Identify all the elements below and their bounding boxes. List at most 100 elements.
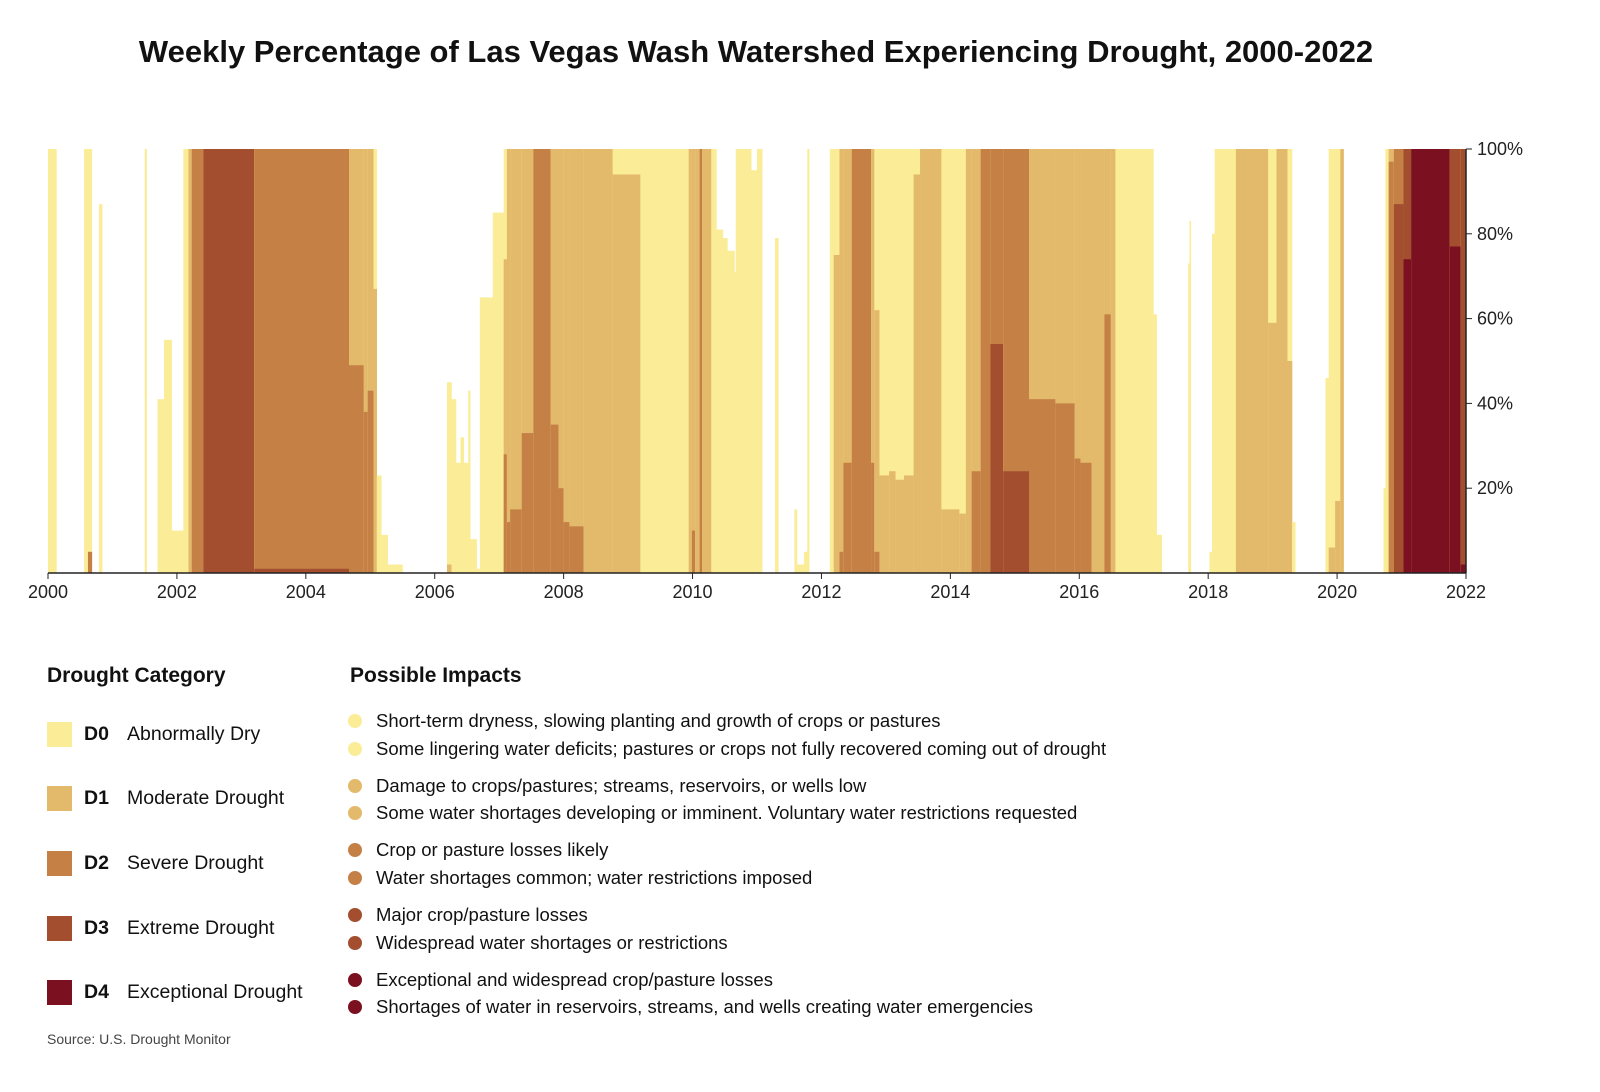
impact-item: Water shortages common; water restrictio… [348, 866, 812, 890]
x-tick-label: 2020 [1317, 582, 1357, 602]
bar-d0 [775, 238, 779, 574]
bar-d0 [1212, 233, 1215, 574]
bar-d2 [871, 462, 875, 573]
bar-d2 [843, 462, 853, 573]
bar-d3 [990, 344, 1004, 573]
bar-d0 [735, 149, 752, 573]
bar-d1 [688, 149, 693, 573]
bar-d0 [470, 539, 477, 573]
bar-d0 [1335, 149, 1341, 573]
impact-item: Short-term dryness, slowing planting and… [348, 709, 941, 733]
bullet-dot-icon [348, 714, 362, 728]
bar-d2 [558, 488, 564, 573]
bar-d0 [794, 509, 798, 573]
bar-d1 [1268, 322, 1277, 573]
bar-d2 [971, 471, 981, 573]
bar-d1 [558, 149, 564, 573]
bar-d1 [583, 149, 613, 573]
bar-d2 [550, 424, 559, 573]
bar-d1 [550, 149, 559, 573]
bar-d1 [1340, 149, 1344, 573]
bar-d0 [1383, 488, 1386, 573]
impact-text: Some water shortages developing or immin… [376, 802, 1078, 824]
bar-d2 [506, 522, 511, 573]
y-tick-label: 80% [1477, 224, 1513, 244]
bar-d2 [503, 454, 508, 573]
bar-d0 [171, 530, 184, 573]
bar-d3 [1003, 471, 1030, 573]
bar-d1 [913, 174, 921, 573]
legend-code: D4 [84, 981, 109, 1004]
bar-d2 [533, 149, 552, 573]
bullet-dot-icon [348, 908, 362, 923]
bar-d0 [84, 149, 89, 573]
legend-swatch [47, 786, 72, 812]
bar-d2 [874, 551, 880, 573]
bar-d2 [563, 522, 570, 573]
legend-item-d2: D2 Severe Drought [47, 850, 264, 876]
bar-d2 [521, 433, 534, 573]
legend-label: Abnormally Dry [127, 722, 261, 745]
x-tick-label: 2002 [157, 582, 197, 602]
bar-d1 [691, 149, 696, 573]
bar-d1 [874, 310, 880, 573]
bar-d2 [349, 365, 365, 573]
chart-title: Weekly Percentage of Las Vegas Wash Wate… [138, 34, 1374, 69]
drought-bars [48, 149, 1467, 574]
bar-d2 [699, 149, 703, 573]
bar-d1 [367, 149, 374, 573]
bar-d0 [829, 149, 835, 573]
bar-d1 [695, 149, 700, 573]
bar-d0 [757, 149, 763, 573]
impact-text: Shortages of water in reservoirs, stream… [376, 996, 1034, 1018]
impact-item: Exceptional and widespread crop/pasture … [348, 968, 773, 992]
bullet-dot-icon [348, 972, 362, 987]
bar-d2 [363, 411, 368, 573]
bar-d0 [959, 149, 967, 573]
bar-d0 [751, 170, 758, 573]
axes: 2000 2002 2004 2006 2008 2010 2012 2014 2016 2018… [28, 139, 1523, 602]
bar-d1 [563, 149, 570, 573]
bar-d0 [1153, 314, 1157, 573]
bar-d1 [702, 149, 712, 573]
bullet-dot-icon [348, 741, 362, 756]
y-tick-label: 100% [1477, 139, 1523, 159]
bar-d2 [839, 551, 844, 573]
bar-d1 [871, 149, 875, 573]
drought-category-heading: Drought Category [47, 664, 226, 687]
bar-d2 [367, 390, 374, 573]
bar-d1 [965, 149, 972, 573]
bar-d1 [1080, 149, 1092, 573]
bar-d1 [506, 149, 511, 573]
bar-d0 [451, 399, 457, 573]
bar-d0 [895, 149, 905, 573]
bullet-dot-icon [348, 806, 362, 821]
bar-d0 [1156, 534, 1163, 573]
bar-d0 [804, 551, 808, 573]
bar-d0 [889, 149, 896, 573]
bar-d0 [479, 297, 494, 573]
impact-text: Short-term dryness, slowing planting and… [376, 710, 941, 731]
bar-d0 [1325, 377, 1330, 573]
bar-d0 [734, 271, 737, 573]
bar-d1 [612, 174, 641, 573]
bar-d0 [807, 149, 810, 573]
bar-d1 [833, 255, 840, 573]
bullet-dot-icon [348, 843, 362, 858]
impact-item: Shortages of water in reservoirs, stream… [348, 995, 1033, 1019]
bar-d3 [1393, 204, 1404, 573]
legend-item-d3: D3 Extreme Drought [47, 915, 274, 941]
bar-d0 [727, 250, 735, 573]
x-tick-label: 2022 [1446, 582, 1486, 602]
bar-d2 [1055, 403, 1076, 573]
bar-d0 [716, 229, 724, 573]
bar-d2 [980, 149, 991, 573]
legend-label: Extreme Drought [127, 916, 275, 939]
impact-text: Damage to crops/pastures; streams, reser… [376, 774, 867, 796]
bar-d0 [376, 475, 382, 573]
bar-d1 [889, 471, 896, 573]
legend-code: D1 [84, 787, 109, 810]
impact-text: Crop or pasture losses likely [376, 839, 609, 861]
bar-d0 [164, 339, 173, 573]
legend-item-d4: D4 Exceptional Drought [47, 980, 303, 1006]
